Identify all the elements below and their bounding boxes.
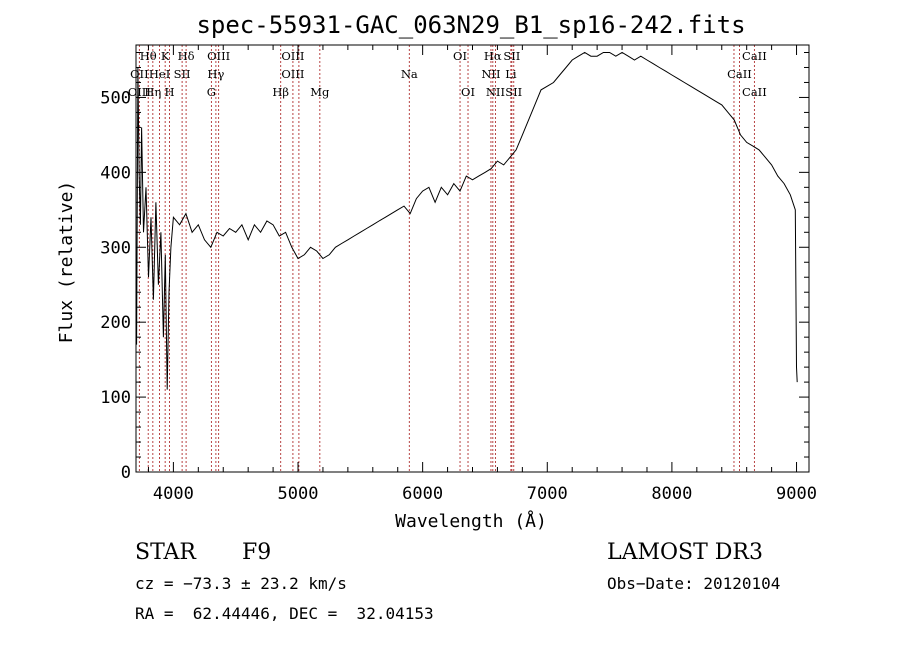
x-tick-label: 4000 <box>153 484 194 504</box>
x-tick-label: 9000 <box>776 484 817 504</box>
spectral-line-label-8: CaII <box>742 49 767 63</box>
x-tick-label: 5000 <box>278 484 319 504</box>
spectral-line-label-23: Mg <box>310 85 330 99</box>
x-tick-label: 6000 <box>402 484 443 504</box>
spectrum-series-line <box>136 51 798 390</box>
spectral-line-label-10: HeI <box>149 67 170 81</box>
spectral-line-label-19: Hη <box>144 85 161 99</box>
spectral-line-label-18: OIII <box>128 85 151 99</box>
spectral-line-label-15: NII <box>481 67 500 81</box>
line-marker-layer <box>138 45 755 472</box>
spectral-line-label-13: OIII <box>281 67 304 81</box>
spectral-line-label-6: Hα <box>484 49 502 63</box>
ra-dec-coordinates: RA = 62.44446, DEC = 32.04153 <box>135 604 434 623</box>
spectral-line-label-14: Na <box>401 67 418 81</box>
redshift-velocity: cz = −73.3 ± 23.2 km/s <box>135 574 347 593</box>
spectral-line-label-7: SII <box>503 49 520 63</box>
spectral-line-label-21: G <box>207 85 216 99</box>
y-tick-label: 200 <box>100 313 131 333</box>
spectral-line-label-22: Hβ <box>272 85 289 99</box>
spectral-line-label-11: SII <box>174 67 191 81</box>
object-class: STAR <box>135 540 196 565</box>
x-axis-label: Wavelength (Å) <box>395 510 547 532</box>
survey-name: LAMOST DR3 <box>607 540 763 565</box>
spectral-line-label-25: NII <box>486 85 505 99</box>
y-tick-label: 500 <box>100 88 131 108</box>
spectral-line-label-12: Hγ <box>207 67 224 81</box>
spectral-line-label-4: OIII <box>281 49 304 63</box>
spectral-line-label-5: OI <box>453 49 467 63</box>
spectral-line-label-20: H <box>165 85 175 99</box>
spectral-line-label-26: SII <box>505 85 522 99</box>
axis-ticks: 4000 5000 6000 7000 8000 9000 0 100 200 300 400 500 <box>100 45 817 504</box>
spectral-line-label-17: CaII <box>727 67 752 81</box>
spectral-line-label-0: Hθ <box>140 49 157 63</box>
y-axis-label: Flux (relative) <box>56 181 77 344</box>
spectral-line-label-9: OII <box>130 67 149 81</box>
spectral-line-label-27: CaII <box>742 85 767 99</box>
y-tick-label: 400 <box>100 163 131 183</box>
observation-date: Obs−Date: 20120104 <box>607 574 781 593</box>
spectral-line-label-16: Li <box>505 67 517 81</box>
x-tick-label: 7000 <box>527 484 568 504</box>
chart-title: spec-55931-GAC_063N29_B1_sp16-242.fits <box>196 11 745 39</box>
y-tick-label: 100 <box>100 388 131 408</box>
y-tick-label: 0 <box>121 463 131 483</box>
spectral-subclass: F9 <box>242 540 272 565</box>
spectral-line-label-24: OI <box>461 85 475 99</box>
plot-frame <box>135 44 810 473</box>
spectral-line-label-1: K <box>161 49 170 63</box>
spectral-line-label-2: Hδ <box>178 49 195 63</box>
y-tick-label: 300 <box>100 238 131 258</box>
x-tick-label: 8000 <box>651 484 692 504</box>
spectral-line-label-3: OIII <box>207 49 230 63</box>
